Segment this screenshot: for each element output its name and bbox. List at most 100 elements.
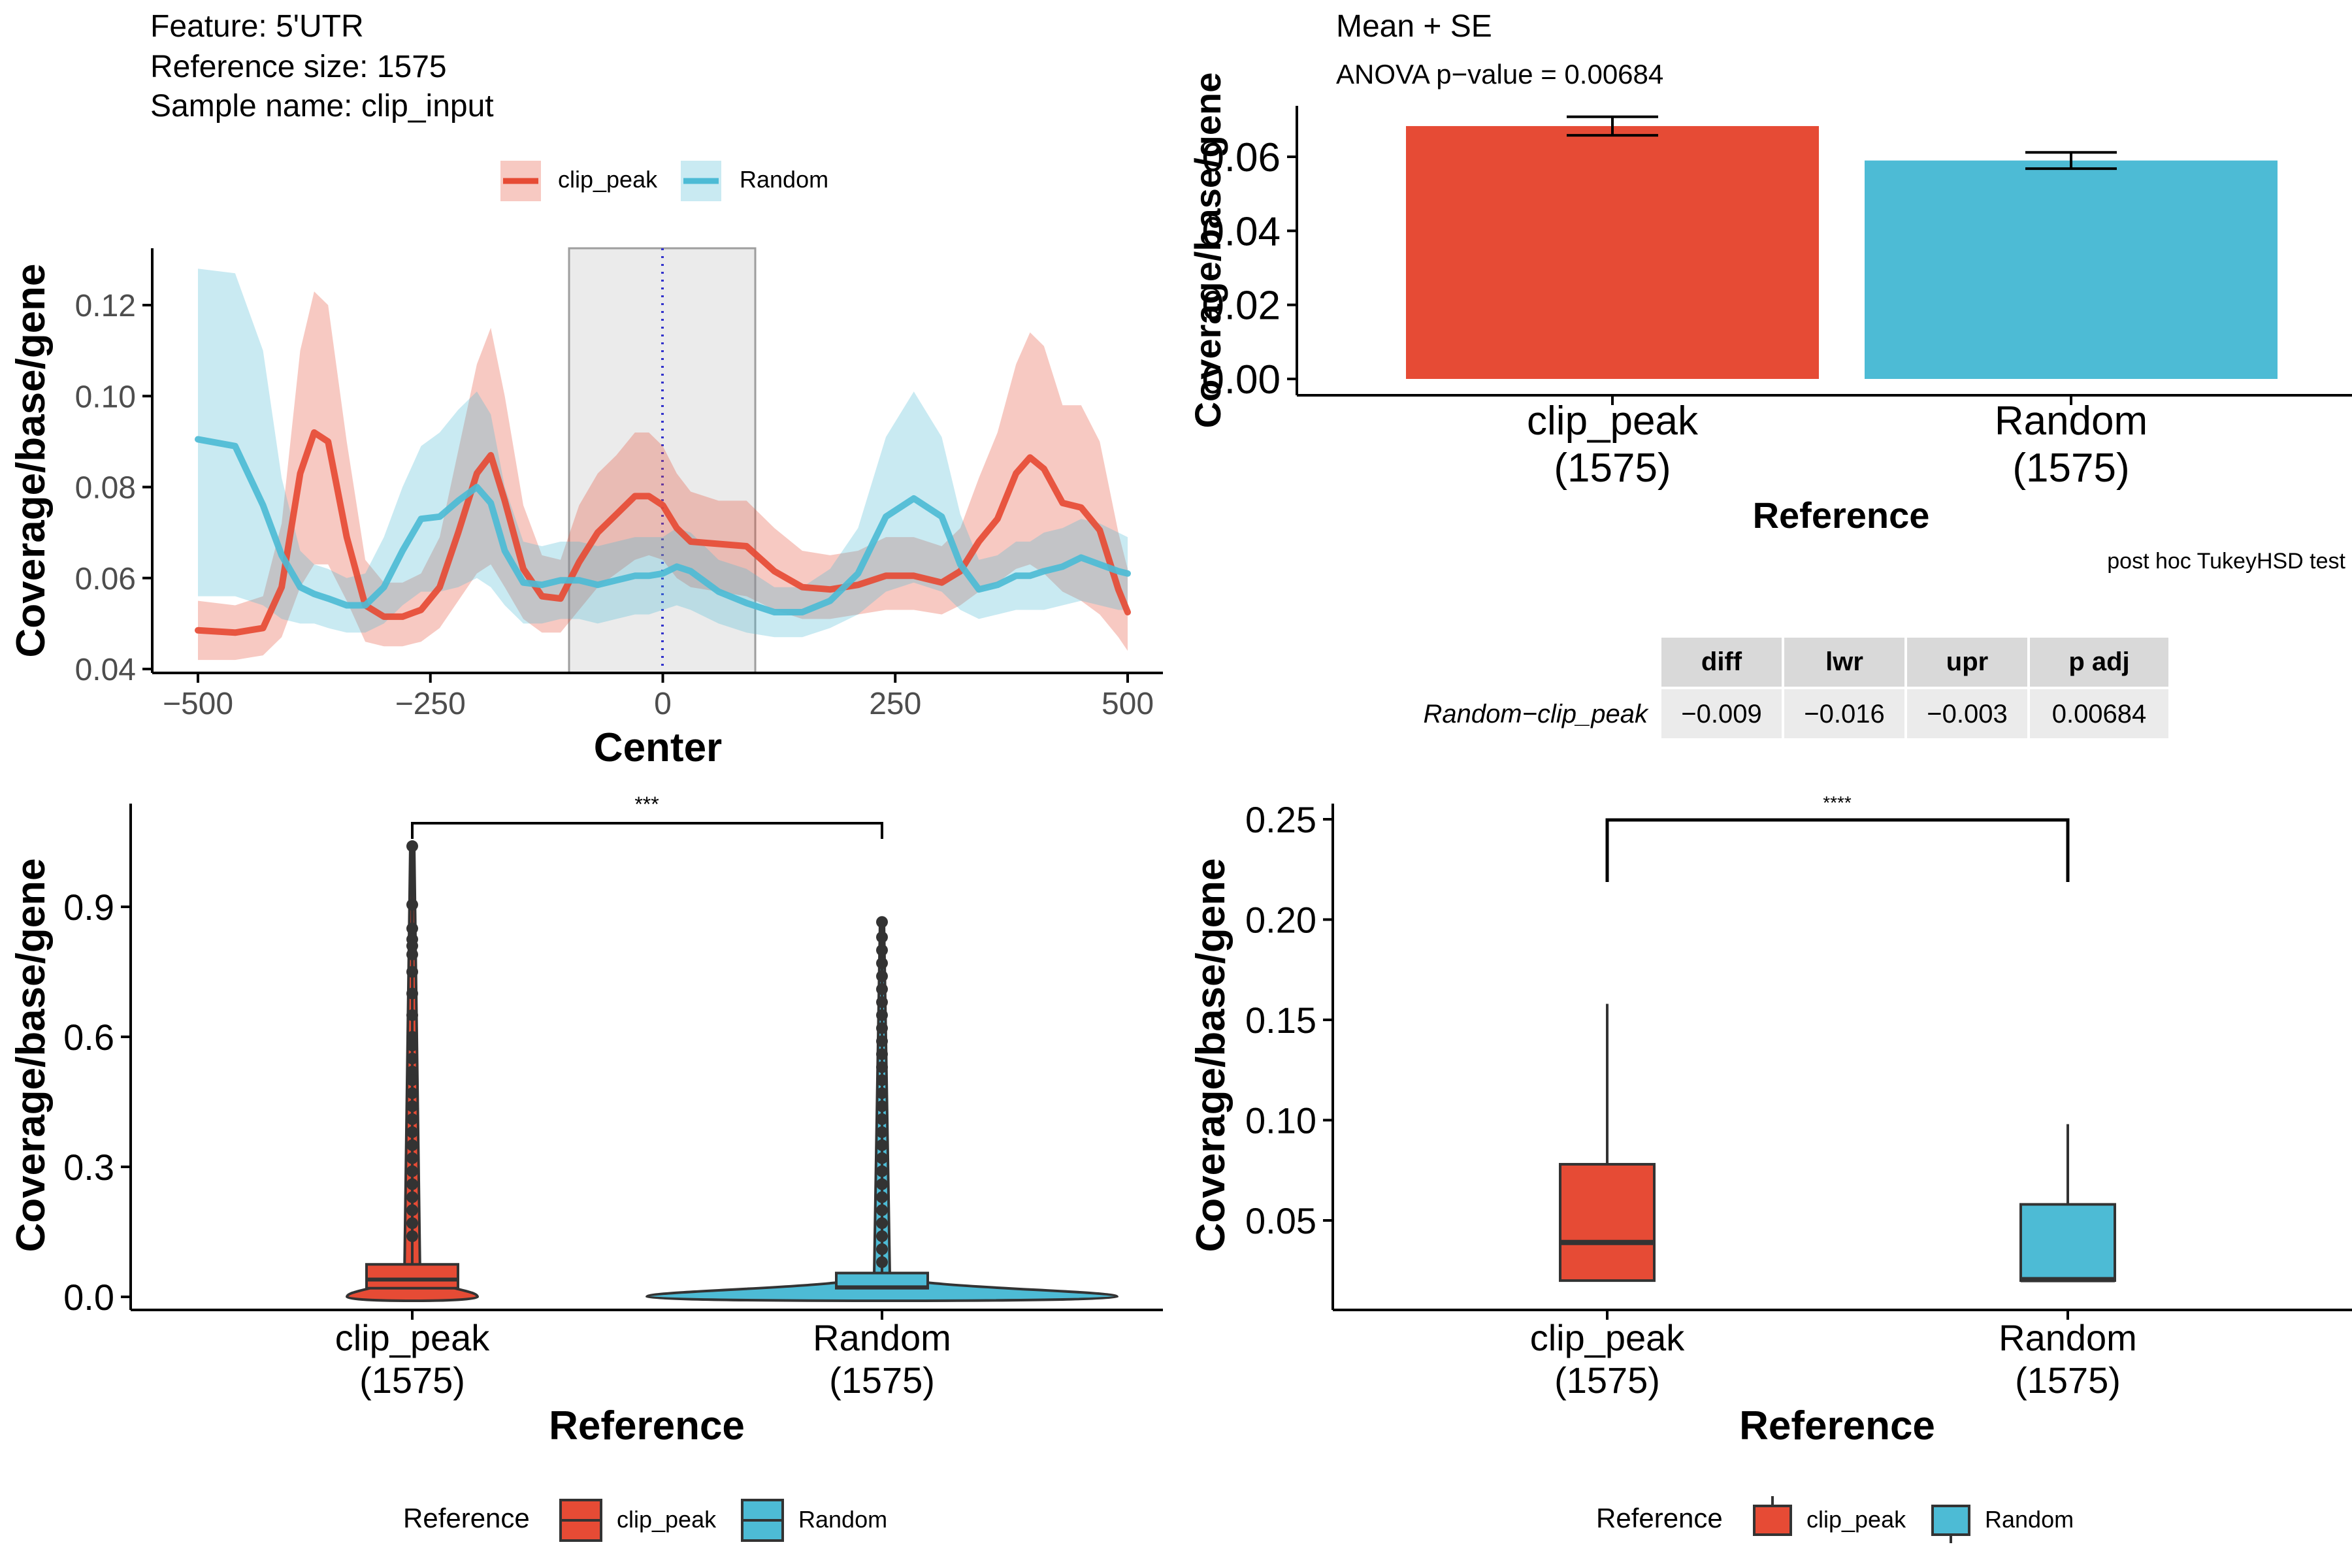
outlier-point <box>876 1217 888 1230</box>
outlier-point <box>876 1100 888 1113</box>
tukey-title: post hoc TukeyHSD test <box>2107 549 2345 574</box>
boxplot-legend-key-clip-peak <box>1753 1505 1792 1536</box>
violin-x-tick-count-clip-peak: (1575) <box>359 1360 465 1401</box>
tukey-value-diff: −0.009 <box>1681 700 1761 728</box>
outlier-point <box>876 916 888 928</box>
ribbon-clip_peak <box>198 291 1128 661</box>
violin-significance-label: *** <box>634 792 659 816</box>
violin-legend-label-clip-peak: clip_peak <box>617 1506 717 1533</box>
outlier-point <box>876 1061 888 1073</box>
violin-panel: *** 0.0 0.3 0.6 0.9 clip_peak (1575) Random… <box>8 792 1163 1542</box>
boxplot-y-ticks: 0.05 0.10 0.15 0.20 0.25 <box>1245 799 1333 1241</box>
tukey-value-lwr: −0.016 <box>1804 700 1884 728</box>
boxplot-x-tick-count-random: (1575) <box>2015 1360 2121 1401</box>
y-tick-label: 0.04 <box>75 653 136 687</box>
metaplot-title-line-1: Feature: 5'UTR <box>150 9 364 44</box>
outlier-point <box>876 996 888 1008</box>
violin-legend: Reference clip_peak Random <box>403 1499 887 1542</box>
outlier-point <box>406 840 418 853</box>
outlier-point <box>876 957 888 970</box>
tukey-header-cell-diff <box>1661 638 1782 687</box>
boxplot-legend-key-random <box>1931 1505 1970 1536</box>
barplot-panel: Mean + SE ANOVA p−value = 0.00684 0.000.… <box>1187 9 2352 536</box>
barplot-x-label: Reference <box>1753 495 1930 536</box>
boxplot-x-label: Reference <box>1739 1403 1935 1448</box>
outlier-point <box>406 898 418 911</box>
outlier-point <box>876 1009 888 1021</box>
outlier-point <box>406 1230 418 1243</box>
tukey-cell-upr <box>1907 689 2027 738</box>
outlier-point <box>406 1074 418 1086</box>
ribbon-Random <box>198 269 1128 638</box>
y-tick-label: 0.3 <box>63 1147 114 1188</box>
outlier-point <box>406 1152 418 1164</box>
outlier-point <box>876 1035 888 1047</box>
y-tick-label: 0.05 <box>1245 1200 1316 1241</box>
box-Random <box>2019 1203 2116 1282</box>
outlier-point <box>406 1087 418 1100</box>
boxplot-y-label: Coverage/base/gene <box>1188 858 1233 1252</box>
boxplot-x-tick-count-clip-peak: (1575) <box>1554 1360 1660 1401</box>
outlier-point <box>876 1243 888 1256</box>
barplot-title: Mean + SE <box>1336 9 1492 44</box>
outlier-point <box>876 970 888 983</box>
legend-label-random: Random <box>740 166 828 193</box>
outlier-point <box>876 1256 888 1268</box>
outlier-point <box>406 1178 418 1190</box>
violin-marks <box>345 840 1119 1302</box>
legend-label-clip-peak: clip_peak <box>558 166 658 193</box>
y-tick-label: 0.20 <box>1245 900 1316 941</box>
tukey-header-upr: upr <box>1946 647 1988 676</box>
outlier-point <box>876 1074 888 1086</box>
y-tick-label: 0.9 <box>63 887 114 928</box>
x-tick-label: 0 <box>654 687 672 721</box>
y-tick-label: 0.0 <box>63 1277 114 1318</box>
metaplot-x-ticks: −500 −250 0 250 500 <box>163 673 1154 721</box>
y-tick-label: 0.10 <box>75 380 136 414</box>
barplot-subtitle: ANOVA p−value = 0.00684 <box>1336 59 1663 90</box>
violin-x-tick-count-random: (1575) <box>829 1360 935 1401</box>
outlier-point <box>406 939 418 952</box>
boxplot-legend-label-random: Random <box>1985 1506 2074 1533</box>
y-tick-label: 0.12 <box>75 289 136 323</box>
y-tick-label: 0.15 <box>1245 1000 1316 1041</box>
outlier-point <box>876 1139 888 1151</box>
outlier-point <box>406 966 418 978</box>
outlier-point <box>406 1165 418 1177</box>
tukey-cell-lwr <box>1784 689 1904 738</box>
outlier-point <box>876 1113 888 1126</box>
x-tick-label: 250 <box>869 687 921 721</box>
violin-significance-bracket <box>411 822 883 839</box>
tukey-header-diff: diff <box>1701 647 1742 676</box>
outlier-point <box>406 1031 418 1043</box>
barplot-y-ticks: 0.00 0.02 0.04 0.06 <box>1201 135 1297 402</box>
outlier-point <box>876 1048 888 1060</box>
outlier-point <box>406 1053 418 1065</box>
outlier-point <box>406 987 418 1000</box>
barplot-x-tick-count-clip-peak: (1575) <box>1554 446 1671 491</box>
series-line-Random <box>195 436 1131 615</box>
violin-x-tick-label-clip-peak: clip_peak <box>335 1317 491 1358</box>
y-tick-label: 0.06 <box>1201 135 1281 180</box>
metaplot-y-label: Coverage/base/gene <box>8 263 54 657</box>
y-tick-label: 0.04 <box>1201 209 1281 254</box>
outlier-point <box>406 1191 418 1203</box>
metaplot-legend: clip_peak Random <box>500 161 828 201</box>
boxplot-significance-bracket <box>1605 818 2070 882</box>
outlier-point <box>406 1100 418 1113</box>
y-tick-label: 0.10 <box>1245 1100 1316 1141</box>
tukey-header-lwr: lwr <box>1825 647 1863 676</box>
outlier-point <box>406 1113 418 1126</box>
x-tick-label: −250 <box>395 687 466 721</box>
metaplot-x-label: Center <box>594 725 722 770</box>
outlier-point <box>406 1066 418 1078</box>
boxplot-legend-title: Reference <box>1596 1503 1723 1533</box>
boxplot-marks <box>1559 1004 2116 1282</box>
y-tick-label: 0.06 <box>75 562 136 596</box>
boxplot-significance-label: **** <box>1823 792 1852 813</box>
outlier-point <box>406 923 418 935</box>
y-tick-label: 0.08 <box>75 471 136 506</box>
violin-legend-label-random: Random <box>798 1506 887 1533</box>
outlier-point <box>876 1178 888 1190</box>
tukey-value-padj: 0.00684 <box>2052 700 2147 728</box>
